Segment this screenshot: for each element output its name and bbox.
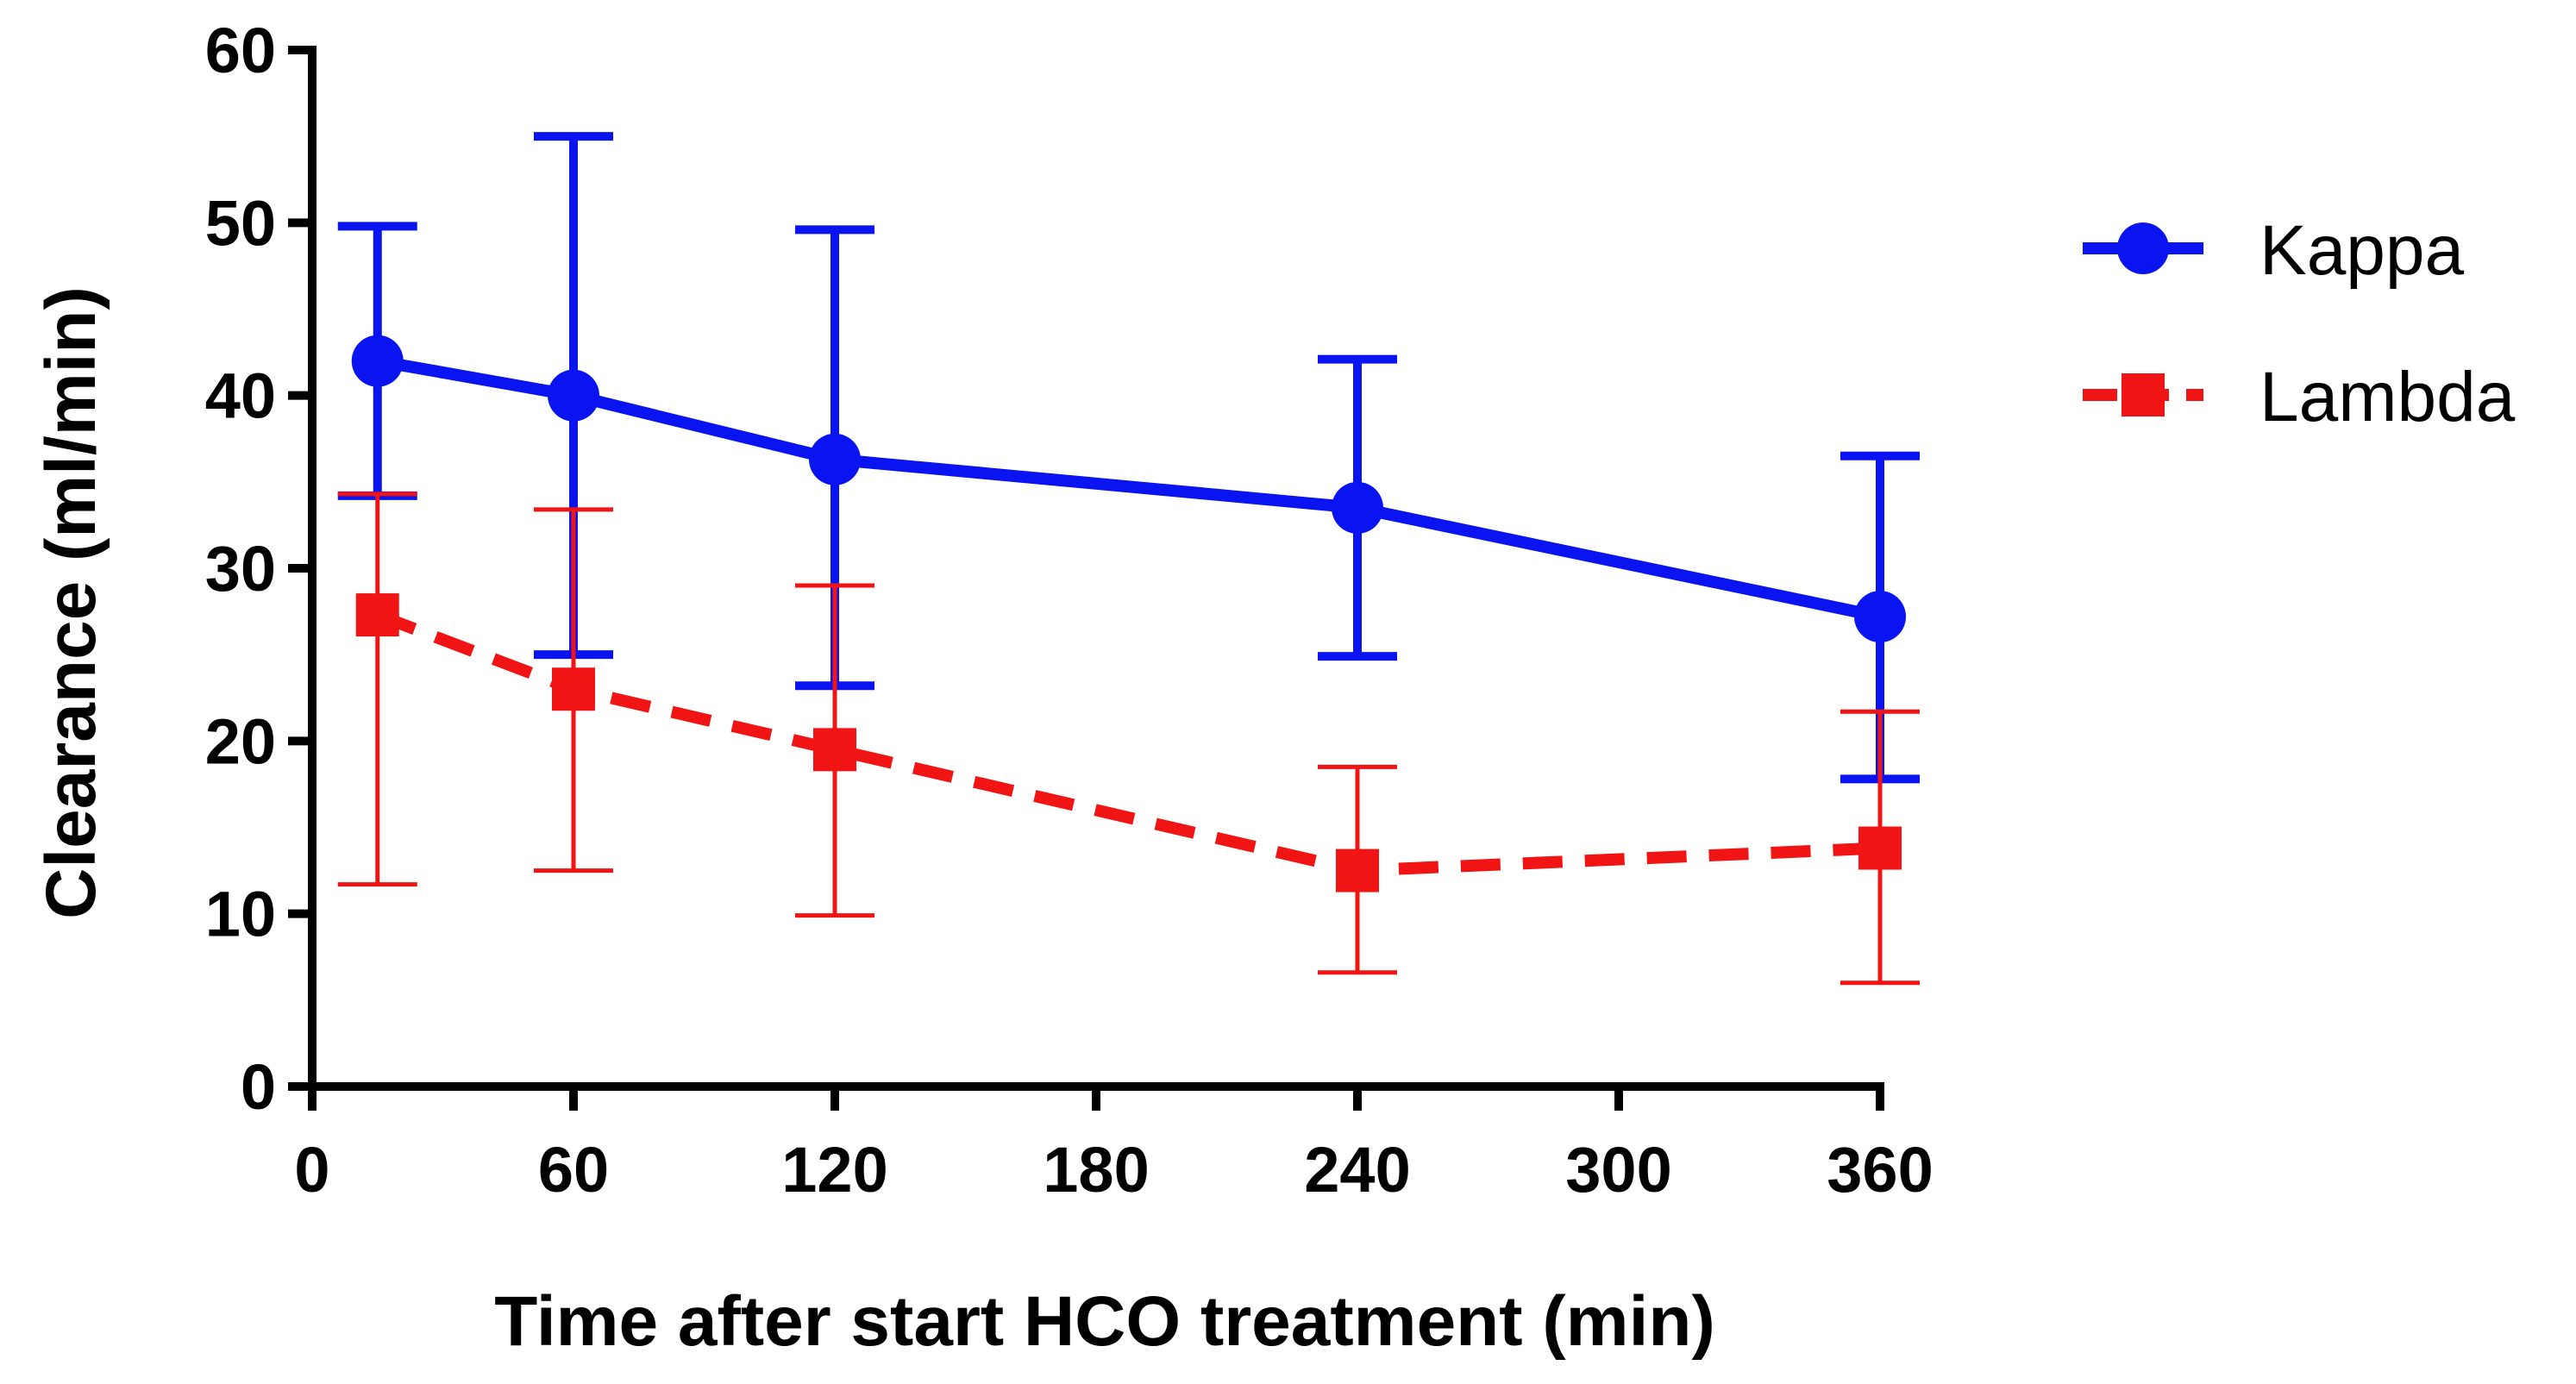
- series-lines: [375, 354, 1882, 877]
- x-tick-label-300: 300: [1565, 1134, 1671, 1206]
- kappa-point-1: [548, 369, 599, 422]
- y-tick-label-60: 60: [205, 15, 276, 86]
- x-tick-label-240: 240: [1304, 1134, 1410, 1206]
- lambda-point-1: [552, 667, 595, 711]
- lambda-point-4: [1858, 826, 1902, 870]
- legend-label-kappa: Kappa: [2259, 211, 2465, 290]
- y-tick-label-50: 50: [205, 187, 276, 259]
- legend-marker-kappa: [2117, 222, 2169, 274]
- legend-item-lambda: Lambda: [2083, 358, 2516, 436]
- legend-item-kappa: Kappa: [2083, 211, 2465, 290]
- series-markers: [351, 335, 1906, 892]
- y-tick-label-40: 40: [205, 360, 276, 432]
- kappa-line: [376, 354, 1882, 623]
- y-tick-label-30: 30: [205, 533, 276, 604]
- x-tick-label-120: 120: [781, 1134, 887, 1206]
- lambda-point-3: [1336, 849, 1379, 892]
- ticks: 0 10 20 30 40 50 60 0 60 120 180 240 300 360: [205, 15, 1934, 1206]
- legend-marker-lambda: [2122, 373, 2165, 416]
- legend: Kappa Lambda: [2083, 211, 2516, 436]
- y-tick-label-20: 20: [205, 705, 276, 777]
- kappa-point-4: [1854, 591, 1906, 643]
- x-tick-label-60: 60: [538, 1134, 609, 1206]
- x-tick-label-180: 180: [1043, 1134, 1149, 1206]
- lambda-point-0: [355, 593, 399, 637]
- x-tick-label-360: 360: [1827, 1134, 1933, 1206]
- kappa-point-0: [351, 335, 404, 387]
- legend-label-lambda: Lambda: [2259, 358, 2516, 436]
- x-axis-title: Time after start HCO treatment (min): [494, 1282, 1715, 1361]
- lambda-line: [375, 609, 1881, 877]
- x-tick-label-0: 0: [294, 1134, 329, 1206]
- y-tick-label-0: 0: [241, 1051, 276, 1123]
- lambda-point-2: [813, 728, 856, 772]
- y-axis-title: Clearance (ml/min): [32, 286, 110, 919]
- kappa-point-3: [1332, 481, 1383, 534]
- y-tick-label-10: 10: [205, 879, 276, 950]
- kappa-point-2: [809, 433, 861, 485]
